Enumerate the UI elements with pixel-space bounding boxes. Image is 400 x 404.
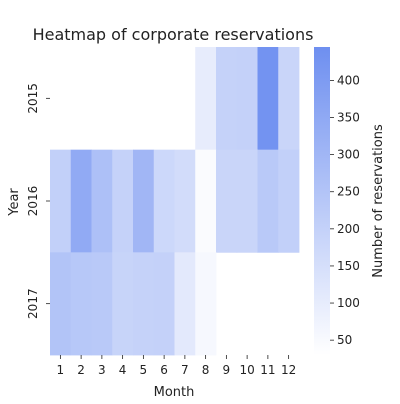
heatmap-cell-2016-9: [216, 149, 238, 253]
heatmap-cell-2015-11: [257, 47, 279, 151]
heatmap-cell-2017-3: [91, 252, 113, 356]
heatmap-cell-2016-4: [112, 149, 134, 253]
colorbar-tick-label: 150: [337, 259, 360, 273]
colorbar-label: Number of reservations: [371, 124, 386, 278]
heatmap-cell-2015-10: [236, 47, 258, 151]
x-tick-label: 10: [239, 363, 254, 377]
heatmap-cell-2016-10: [236, 149, 258, 253]
colorbar-tick-label: 100: [337, 296, 360, 310]
colorbar-tick-label: 50: [337, 333, 352, 347]
x-axis-ticks: 1 2 3 4 5 6 7 8 9 10 11 12: [57, 355, 296, 377]
x-tick-label: 4: [119, 363, 127, 377]
x-tick-label: 5: [140, 363, 148, 377]
x-tick-label: 12: [281, 363, 296, 377]
y-axis-label: Year: [7, 188, 22, 217]
x-tick-label: 11: [260, 363, 275, 377]
y-axis-ticks: 2015 2016 2017: [26, 83, 50, 319]
heatmap-cell-2017-2: [70, 252, 92, 356]
heatmap-cells: [50, 47, 300, 356]
colorbar-tick-label: 350: [337, 111, 360, 125]
heatmap-cell-2017-8: [195, 252, 217, 356]
x-tick-label: 2: [77, 363, 85, 377]
x-tick-label: 6: [160, 363, 168, 377]
heatmap-cell-2016-11: [257, 149, 279, 253]
x-tick-label: 1: [57, 363, 65, 377]
colorbar-tick-label: 400: [337, 73, 360, 87]
heatmap-cell-2017-1: [50, 252, 72, 356]
x-tick-label: 3: [98, 363, 106, 377]
heatmap-cell-2017-7: [174, 252, 196, 356]
chart-title: Heatmap of corporate reservations: [33, 25, 314, 44]
heatmap-cell-2017-6: [153, 252, 175, 356]
heatmap-cell-2015-8: [195, 47, 217, 151]
y-tick-label: 2017: [26, 288, 40, 319]
heatmap-cell-2016-7: [174, 149, 196, 253]
heatmap-cell-2016-3: [91, 149, 113, 253]
y-tick-label: 2016: [26, 186, 40, 217]
x-tick-label: 8: [202, 363, 210, 377]
heatmap-cell-2017-4: [112, 252, 134, 356]
heatmap-cell-2016-1: [50, 149, 72, 253]
colorbar-tick-label: 200: [337, 222, 360, 236]
heatmap-cell-2016-2: [70, 149, 92, 253]
heatmap-cell-2016-8: [195, 149, 217, 253]
colorbar-tick-label: 300: [337, 148, 360, 162]
x-tick-label: 9: [223, 363, 231, 377]
x-tick-label: 7: [181, 363, 189, 377]
y-tick-label: 2015: [26, 83, 40, 114]
heatmap-cell-2015-12: [278, 47, 300, 151]
colorbar-tick-label: 250: [337, 185, 360, 199]
x-axis-label: Month: [154, 385, 195, 400]
colorbar: [314, 47, 330, 355]
heatmap-cell-2016-12: [278, 149, 300, 253]
heatmap-cell-2016-6: [153, 149, 175, 253]
colorbar-ticks: 50 100 150 200 250 300 350 400: [330, 73, 360, 347]
heatmap-cell-2016-5: [133, 149, 155, 253]
heatmap-cell-2017-5: [133, 252, 155, 356]
heatmap-cell-2015-9: [216, 47, 238, 151]
